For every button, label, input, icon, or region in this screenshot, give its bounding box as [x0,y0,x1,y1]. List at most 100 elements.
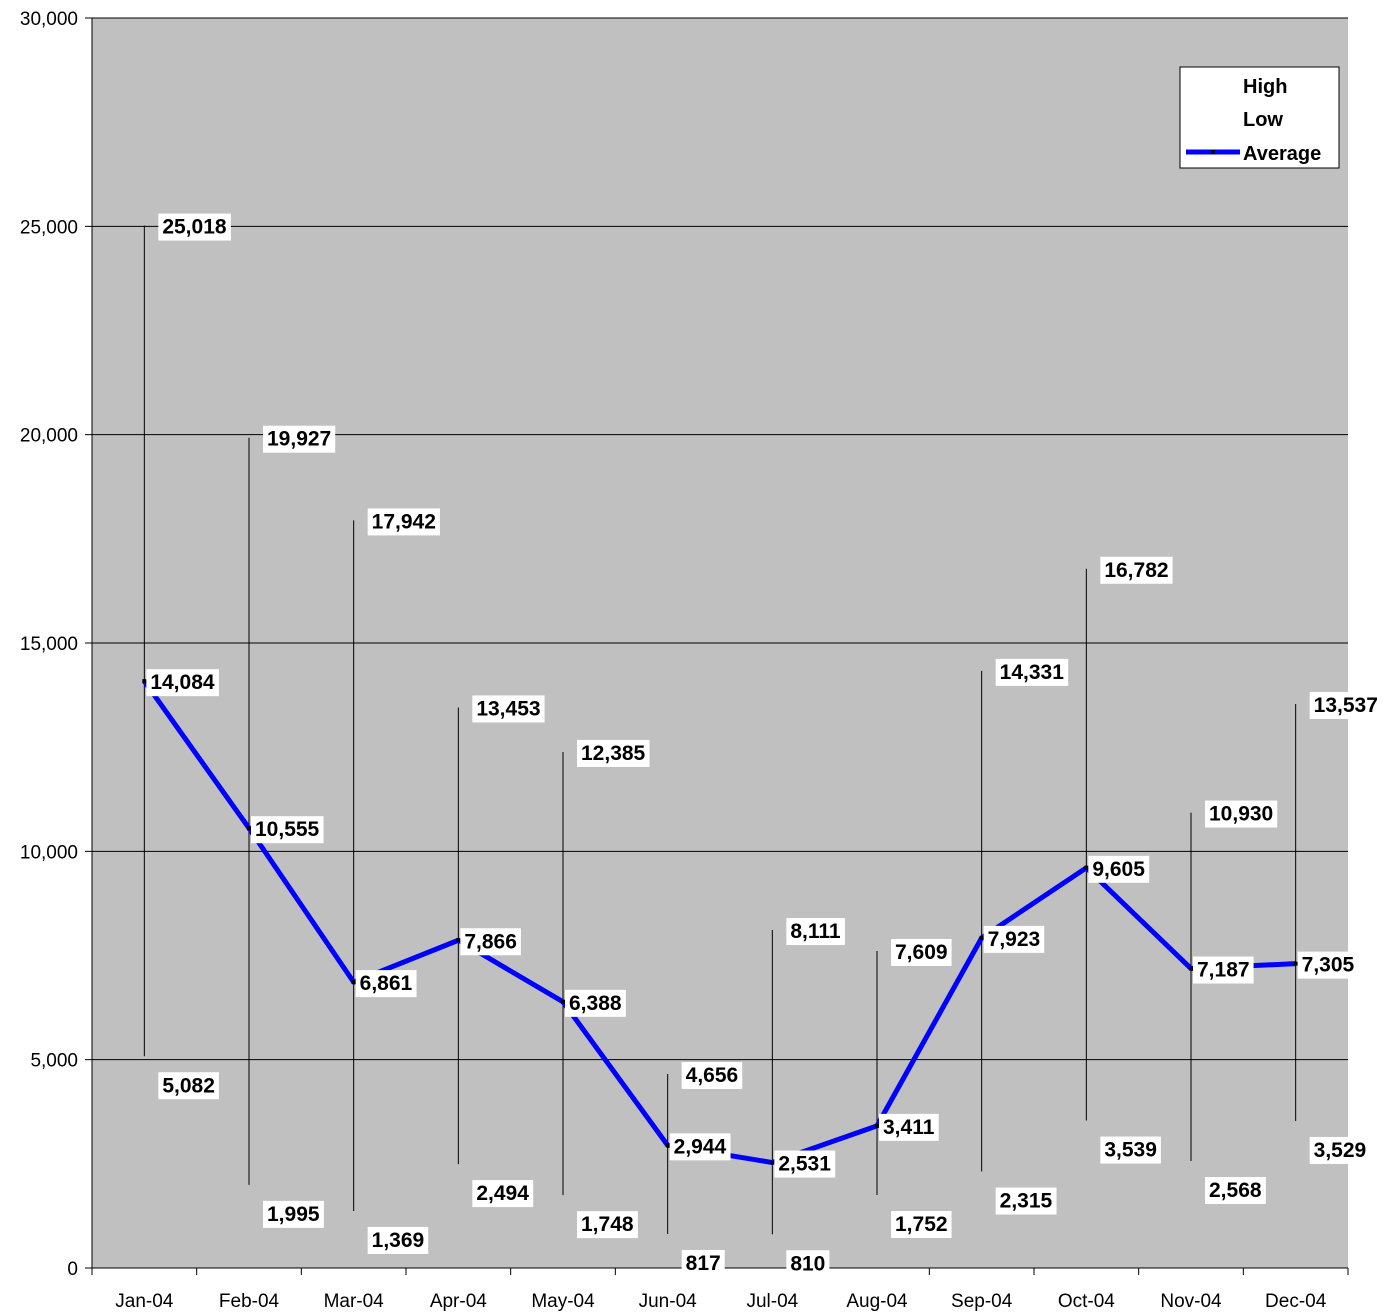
data-label-text: 13,537 [1314,694,1378,717]
x-tick-label: Jun-04 [639,1291,698,1312]
x-tick-label: Apr-04 [430,1291,487,1312]
data-label-text: 25,018 [162,216,227,239]
data-label-high: 7,609 [891,938,952,966]
data-label-high: 13,453 [472,695,545,723]
data-label-low: 2,315 [995,1187,1057,1215]
high-low-lines [143,225,1297,1235]
data-label-text: 10,930 [1209,803,1273,826]
y-tick-label: 20,000 [20,426,78,447]
y-tick-label: 15,000 [20,634,78,655]
data-label-text: 13,453 [476,697,540,720]
data-label-box [786,1250,830,1278]
data-label-text: 7,305 [1302,954,1355,977]
x-tick-label: Feb-04 [219,1291,280,1312]
data-label-text: 3,539 [1104,1139,1157,1162]
x-tick-label: Dec-04 [1265,1291,1327,1312]
data-labels: 25,018 5,082 14,084 19,927 1,995 10,555 17,942… [146,213,1382,1278]
data-label-low: 1,369 [367,1226,429,1254]
average-point [1293,961,1298,966]
data-label-average: 6,388 [565,989,626,1017]
x-tick-label: Aug-04 [846,1291,908,1312]
data-label-box [577,739,650,767]
data-label-text: 810 [790,1252,825,1275]
average-point [351,980,356,985]
data-label-average: 7,866 [460,928,521,956]
data-label-text: 4,656 [686,1064,739,1087]
data-label-box [681,1062,743,1089]
data-label-low: 1,752 [891,1211,952,1238]
legend-entry-high: High [1243,76,1287,98]
data-label-box [146,669,219,697]
legend-entry-average: Average [1243,143,1321,165]
data-label-box [1193,956,1254,984]
data-label-text: 12,385 [581,742,646,765]
average-point [247,826,251,831]
data-label-box [774,1150,836,1178]
average-point [456,938,461,943]
data-label-high: 4,656 [681,1062,743,1089]
average-point [1084,865,1089,870]
data-label-high: 19,927 [263,425,336,453]
average-point [142,679,147,684]
data-label-box [995,1187,1057,1215]
data-label-text: 7,923 [988,928,1041,951]
data-label-box [158,213,231,241]
data-label-box [786,918,845,946]
data-label-high: 25,018 [158,213,231,241]
average-point [979,935,984,940]
data-label-text: 1,369 [372,1229,425,1252]
data-label-text: 10,555 [255,818,320,841]
data-label-high: 13,537 [1309,691,1382,719]
data-label-text: 19,927 [267,428,331,451]
y-tick-label: 25,000 [20,217,78,238]
data-label-low: 3,529 [1309,1136,1371,1164]
data-label-low: 5,082 [158,1072,219,1100]
legend-entry-low: Low [1243,109,1283,131]
data-label-box [681,1249,725,1277]
data-label-high: 12,385 [577,739,650,767]
data-label-box [1205,800,1278,828]
data-label-text: 817 [686,1252,721,1275]
data-label-text: 2,944 [674,1135,727,1158]
data-label-text: 1,748 [581,1213,634,1236]
data-label-box [263,1200,324,1228]
data-label-low: 2,568 [1205,1177,1266,1204]
data-label-high: 17,942 [367,508,440,536]
data-label-box [565,989,626,1017]
data-label-text: 1,752 [895,1213,948,1236]
data-label-box [1205,1177,1266,1204]
data-label-box [355,970,417,998]
data-label-text: 7,187 [1197,959,1250,982]
data-label-box [1100,556,1173,584]
data-label-box [1100,1136,1161,1164]
legend: High Low Average [1179,66,1340,169]
data-label-low: 1,748 [577,1211,638,1239]
data-label-text: 14,331 [1000,661,1065,684]
data-label-text: 1,995 [267,1203,320,1226]
data-label-box [367,1226,429,1254]
data-label-low: 1,995 [263,1200,324,1228]
data-label-text: 9,605 [1092,858,1145,881]
data-label-high: 8,111 [786,918,845,946]
data-label-text: 6,861 [360,972,413,995]
data-label-box [158,1072,219,1100]
data-label-average: 3,411 [879,1113,939,1141]
tick-labels: 0 5,000 10,000 15,000 20,000 25,000 30,000 Jan-… [20,9,1327,1312]
x-tick-label: May-04 [531,1291,595,1312]
data-label-average: 14,084 [146,669,219,697]
data-label-text: 16,782 [1104,559,1168,582]
data-label-low: 2,494 [472,1180,534,1208]
data-label-average: 7,923 [983,925,1045,953]
data-label-box [1309,1136,1371,1164]
data-label-text: 5,082 [162,1074,215,1097]
data-label-average: 7,305 [1297,951,1359,979]
data-label-text: 7,866 [464,930,517,953]
data-label-text: 6,388 [569,992,622,1015]
data-label-average: 2,531 [774,1150,836,1178]
data-label-box [891,938,952,966]
x-tick-label: Jan-04 [115,1291,174,1312]
data-label-average: 2,944 [669,1133,731,1161]
y-tick-label: 30,000 [20,9,78,30]
data-label-high: 14,331 [995,658,1069,686]
